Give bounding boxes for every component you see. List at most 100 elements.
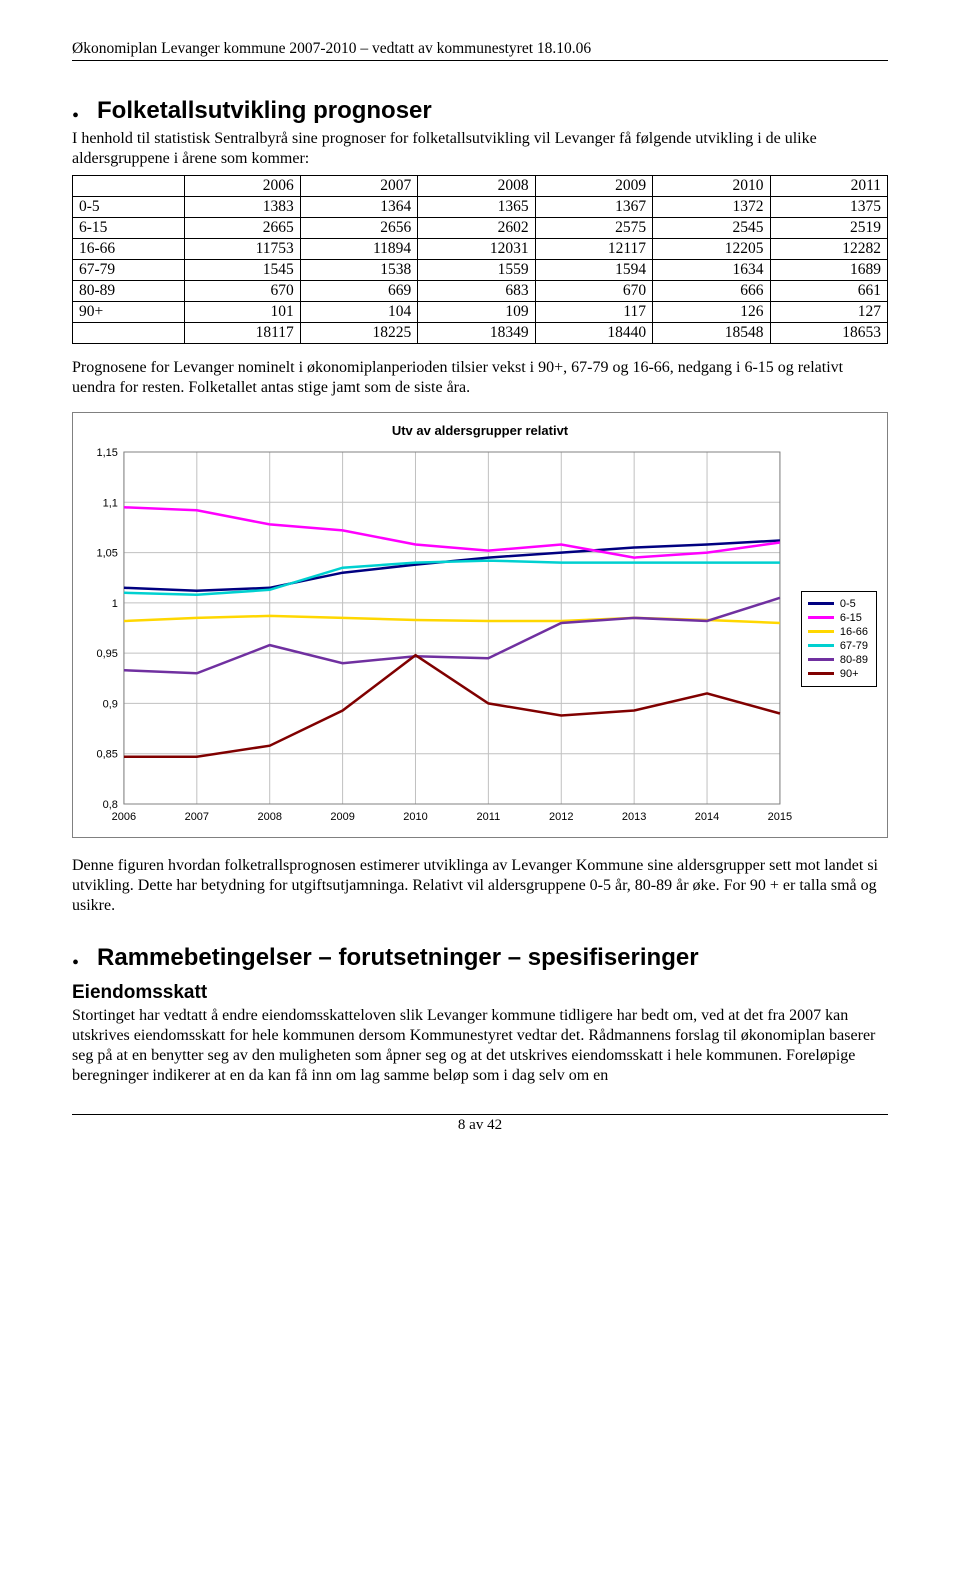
table-header-cell — [73, 176, 185, 197]
series-line — [124, 655, 780, 757]
table-header-cell: 2008 — [418, 176, 535, 197]
table-cell: 2575 — [535, 218, 652, 239]
para-after-chart: Denne figuren hvordan folketrallsprognos… — [72, 856, 888, 916]
table-row: 80-89670669683670666661 — [73, 281, 888, 302]
chart-legend: 0-5 6-15 16-66 67-79 80-89 90+ — [801, 591, 877, 687]
table-cell: 80-89 — [73, 281, 185, 302]
table-cell: 669 — [300, 281, 417, 302]
section2-title: Rammebetingelser – forutsetninger – spes… — [97, 944, 699, 972]
para-after-table: Prognosene for Levanger nominelt i økono… — [72, 358, 888, 398]
chart-title: Utv av aldersgrupper relativt — [79, 423, 881, 438]
legend-item: 90+ — [808, 668, 868, 680]
table-cell: 12282 — [770, 239, 888, 260]
table-cell: 670 — [535, 281, 652, 302]
table-cell: 101 — [184, 302, 300, 323]
legend-label: 67-79 — [840, 640, 868, 652]
svg-text:2015: 2015 — [768, 811, 792, 823]
bullet-icon: • — [72, 106, 79, 126]
table-cell: 127 — [770, 302, 888, 323]
svg-text:0,9: 0,9 — [103, 698, 118, 710]
table-cell: 683 — [418, 281, 535, 302]
table-cell — [73, 323, 185, 344]
legend-label: 0-5 — [840, 598, 856, 610]
legend-item: 0-5 — [808, 598, 868, 610]
legend-item: 67-79 — [808, 640, 868, 652]
table-cell: 1375 — [770, 197, 888, 218]
legend-swatch — [808, 644, 834, 647]
svg-text:1,15: 1,15 — [97, 447, 118, 459]
table-row: 90+101104109117126127 — [73, 302, 888, 323]
legend-swatch — [808, 658, 834, 661]
table-header-cell: 2010 — [653, 176, 770, 197]
chart-svg: 0,80,850,90,9511,051,11,1520062007200820… — [79, 446, 793, 826]
table-cell: 90+ — [73, 302, 185, 323]
table-cell: 1545 — [184, 260, 300, 281]
table-cell: 1364 — [300, 197, 417, 218]
table-cell: 666 — [653, 281, 770, 302]
table-cell: 18548 — [653, 323, 770, 344]
svg-text:2006: 2006 — [112, 811, 136, 823]
svg-text:1,05: 1,05 — [97, 548, 118, 560]
legend-label: 16-66 — [840, 626, 868, 638]
legend-item: 16-66 — [808, 626, 868, 638]
svg-text:0,8: 0,8 — [103, 799, 118, 811]
table-cell: 117 — [535, 302, 652, 323]
table-cell: 1538 — [300, 260, 417, 281]
table-header-cell: 2006 — [184, 176, 300, 197]
table-cell: 18225 — [300, 323, 417, 344]
table-cell: 0-5 — [73, 197, 185, 218]
chart-plot: 0,80,850,90,9511,051,11,1520062007200820… — [79, 446, 793, 831]
svg-text:2011: 2011 — [477, 811, 501, 823]
table-cell: 18349 — [418, 323, 535, 344]
section1-intro: I henhold til statistisk Sentralbyrå sin… — [72, 129, 888, 169]
table-cell: 2602 — [418, 218, 535, 239]
table-cell: 670 — [184, 281, 300, 302]
table-cell: 2665 — [184, 218, 300, 239]
legend-label: 80-89 — [840, 654, 868, 666]
section2-subtitle: Eiendomsskatt — [72, 982, 888, 1004]
svg-text:2013: 2013 — [622, 811, 646, 823]
table-cell: 67-79 — [73, 260, 185, 281]
legend-swatch — [808, 672, 834, 675]
svg-text:1: 1 — [112, 598, 118, 610]
svg-text:2009: 2009 — [330, 811, 354, 823]
svg-text:0,85: 0,85 — [97, 749, 118, 761]
table-cell: 1689 — [770, 260, 888, 281]
table-cell: 11894 — [300, 239, 417, 260]
legend-swatch — [808, 602, 834, 605]
table-cell: 109 — [418, 302, 535, 323]
legend-item: 6-15 — [808, 612, 868, 624]
table-header-cell: 2009 — [535, 176, 652, 197]
series-line — [124, 598, 780, 674]
table-cell: 1367 — [535, 197, 652, 218]
table-cell: 12205 — [653, 239, 770, 260]
table-cell: 126 — [653, 302, 770, 323]
svg-text:2008: 2008 — [257, 811, 281, 823]
table-cell: 6-15 — [73, 218, 185, 239]
table-cell: 11753 — [184, 239, 300, 260]
table-row: 6-15266526562602257525452519 — [73, 218, 888, 239]
table-cell: 1594 — [535, 260, 652, 281]
table-cell: 18440 — [535, 323, 652, 344]
table-cell: 1383 — [184, 197, 300, 218]
series-line — [124, 507, 780, 557]
svg-text:0,95: 0,95 — [97, 648, 118, 660]
table-cell: 1634 — [653, 260, 770, 281]
table-cell: 1372 — [653, 197, 770, 218]
table-header-cell: 2011 — [770, 176, 888, 197]
population-table: 2006200720082009201020110-51383136413651… — [72, 175, 888, 344]
table-cell: 661 — [770, 281, 888, 302]
table-cell: 1559 — [418, 260, 535, 281]
svg-text:2012: 2012 — [549, 811, 573, 823]
legend-label: 6-15 — [840, 612, 862, 624]
table-row: 0-5138313641365136713721375 — [73, 197, 888, 218]
table-header-cell: 2007 — [300, 176, 417, 197]
table-cell: 12031 — [418, 239, 535, 260]
chart-container: Utv av aldersgrupper relativt 0,8 0,85 0,9… — [72, 412, 888, 838]
legend-swatch — [808, 616, 834, 619]
section2-para: Stortinget har vedtatt å endre eiendomss… — [72, 1006, 888, 1086]
legend-item: 80-89 — [808, 654, 868, 666]
page-footer: 8 av 42 — [72, 1114, 888, 1134]
table-cell: 18117 — [184, 323, 300, 344]
section1-title: Folketallsutvikling prognoser — [97, 97, 432, 125]
